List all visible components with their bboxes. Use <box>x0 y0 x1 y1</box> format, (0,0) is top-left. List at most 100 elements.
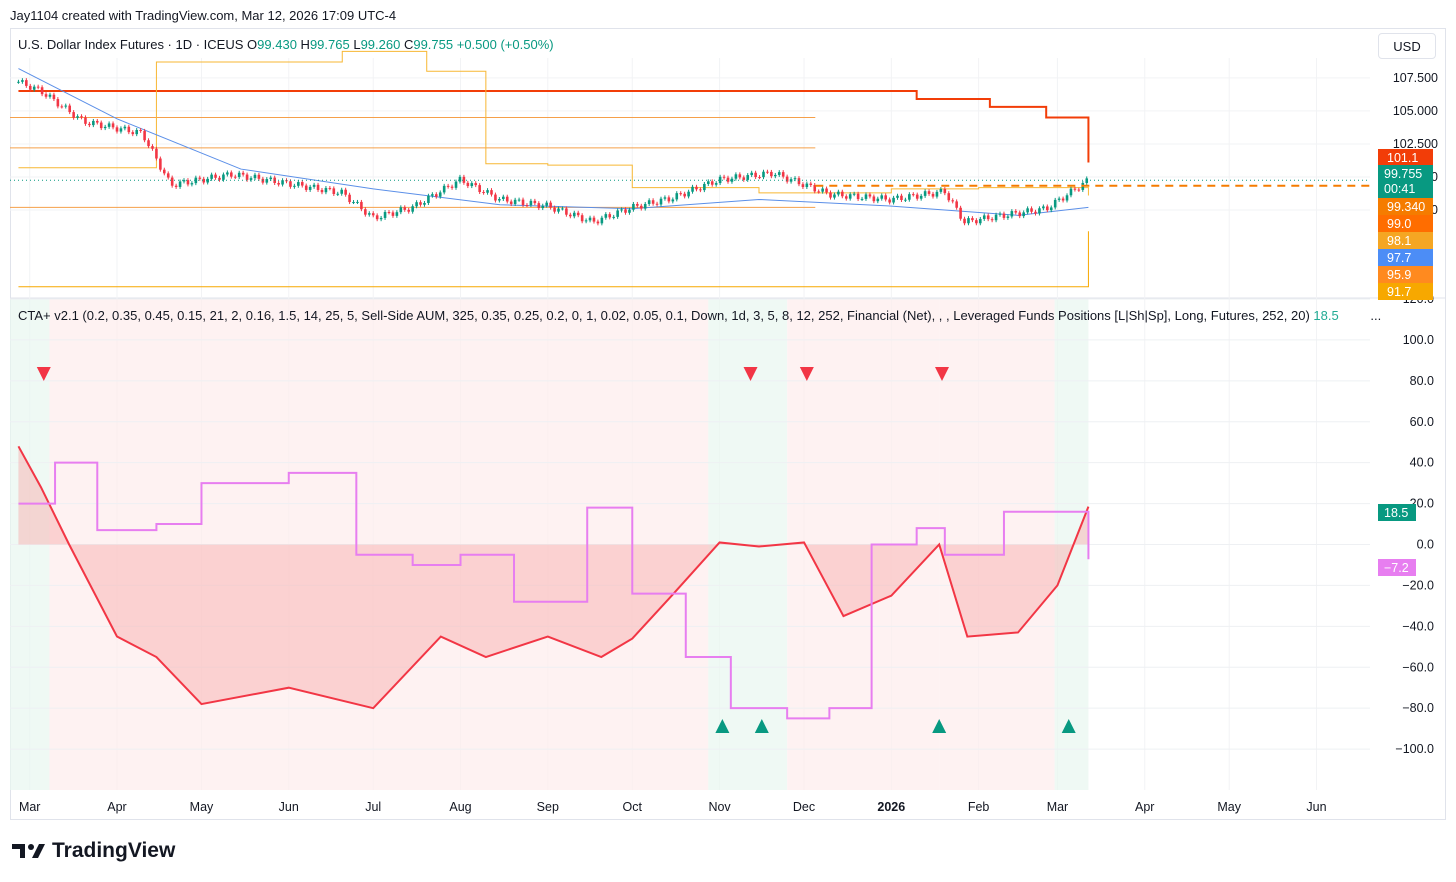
candle-body <box>48 94 52 97</box>
candle-body <box>40 87 44 95</box>
candle-body <box>525 205 529 207</box>
x-tick-label: May <box>1217 800 1241 814</box>
price-y-tick: 107.500 <box>1393 71 1438 85</box>
candle-body <box>880 195 884 199</box>
candle-body <box>801 184 805 188</box>
candle-body <box>1026 208 1029 213</box>
x-tick-label: Oct <box>623 800 643 814</box>
candle-body <box>304 185 308 190</box>
candle-body <box>931 193 935 197</box>
candle-body <box>908 194 911 200</box>
candle-body <box>781 172 785 177</box>
chart-attribution: Jay1104 created with TradingView.com, Ma… <box>10 8 397 23</box>
candle-body <box>947 193 951 201</box>
candle-body <box>841 191 844 197</box>
candle-body <box>1030 208 1033 212</box>
candle-body <box>872 196 876 202</box>
candle-body <box>600 217 604 224</box>
candle-body <box>596 221 600 224</box>
candle-body <box>32 86 36 90</box>
candle-body <box>324 188 328 193</box>
buy-signal-arrow <box>715 719 730 733</box>
candle-body <box>80 116 83 118</box>
x-tick-label: Jun <box>1306 800 1326 814</box>
candle-body <box>513 199 517 205</box>
candle-body <box>395 212 399 216</box>
candle-body <box>632 203 635 210</box>
candle-body <box>521 199 525 206</box>
indicator-more[interactable]: ... <box>1370 308 1382 323</box>
indicator-y-tick: −80.0 <box>1402 701 1434 715</box>
candle-body <box>927 191 931 194</box>
badge-99-text: 99.0 <box>1387 217 1411 231</box>
candle-body <box>383 211 387 218</box>
candle-body <box>391 212 395 216</box>
candle-body <box>671 199 675 202</box>
candle-body <box>1010 211 1014 217</box>
candle-body <box>911 194 915 196</box>
candle-body <box>403 207 407 210</box>
candle-body <box>446 185 450 187</box>
candle-body <box>844 196 848 199</box>
candle-body <box>750 172 753 176</box>
badge-917: 91.7 <box>1378 283 1433 300</box>
candle-body <box>1042 206 1045 209</box>
candle-body <box>892 197 895 203</box>
candle-body <box>675 193 679 200</box>
candle-body <box>64 105 68 107</box>
candle-body <box>537 203 541 209</box>
currency-button[interactable]: USD <box>1378 33 1436 59</box>
candle-body <box>1057 198 1061 200</box>
candle-body <box>502 196 505 200</box>
candle-body <box>734 174 738 179</box>
candle-body <box>462 176 466 183</box>
candle-body <box>371 213 375 216</box>
x-tick-label: Feb <box>968 800 990 814</box>
candle-body <box>565 208 568 215</box>
indicator-legend[interactable]: CTA+ v2.1 (0.2, 0.35, 0.45, 0.15, 21, 2,… <box>18 308 1381 323</box>
candle-body <box>415 202 418 207</box>
brand-name: TradingView <box>52 839 176 862</box>
cta-value-text: 18.5 <box>1384 506 1408 520</box>
candle-body <box>541 205 545 209</box>
ohlc-close-label: C <box>403 37 414 52</box>
candle-body <box>982 215 986 219</box>
candle-body <box>123 126 127 129</box>
candle-body <box>127 126 131 133</box>
candle-body <box>876 198 880 202</box>
candle-body <box>655 203 659 205</box>
indicator-y-tick: −60.0 <box>1402 660 1434 674</box>
symbol-title[interactable]: U.S. Dollar Index Futures · 1D · ICEUS <box>18 37 244 52</box>
candle-body <box>584 220 588 222</box>
candle-body <box>1049 207 1053 211</box>
badge-99: 99.0 <box>1378 215 1433 232</box>
candle-body <box>703 183 706 191</box>
badge-981: 98.1 <box>1378 232 1433 249</box>
candle-body <box>289 181 292 187</box>
candle-body <box>643 203 647 209</box>
sell-signal-arrow <box>799 367 814 381</box>
ohlc-high: 99.765 <box>309 37 350 52</box>
candle-body <box>1069 188 1073 196</box>
candle-body <box>387 211 391 213</box>
candle-body <box>360 201 363 210</box>
candle-body <box>1038 208 1041 214</box>
candle-body <box>356 201 359 203</box>
badge-99340-bg <box>1378 198 1433 215</box>
ohlc-open: 99.430 <box>257 37 297 52</box>
indicator-legend-value: 18.5 <box>1313 308 1339 323</box>
candle-body <box>679 193 683 195</box>
candle-body <box>624 209 627 213</box>
candle-body <box>103 126 107 129</box>
candle-body <box>482 192 485 194</box>
badge-959: 95.9 <box>1378 266 1433 283</box>
candle-body <box>99 122 103 129</box>
candle-body <box>979 218 982 224</box>
candle-body <box>805 183 809 188</box>
candle-body <box>494 194 497 201</box>
candle-body <box>312 184 316 187</box>
candle-body <box>210 174 213 179</box>
candle-body <box>884 195 887 200</box>
candle-body <box>222 174 225 180</box>
